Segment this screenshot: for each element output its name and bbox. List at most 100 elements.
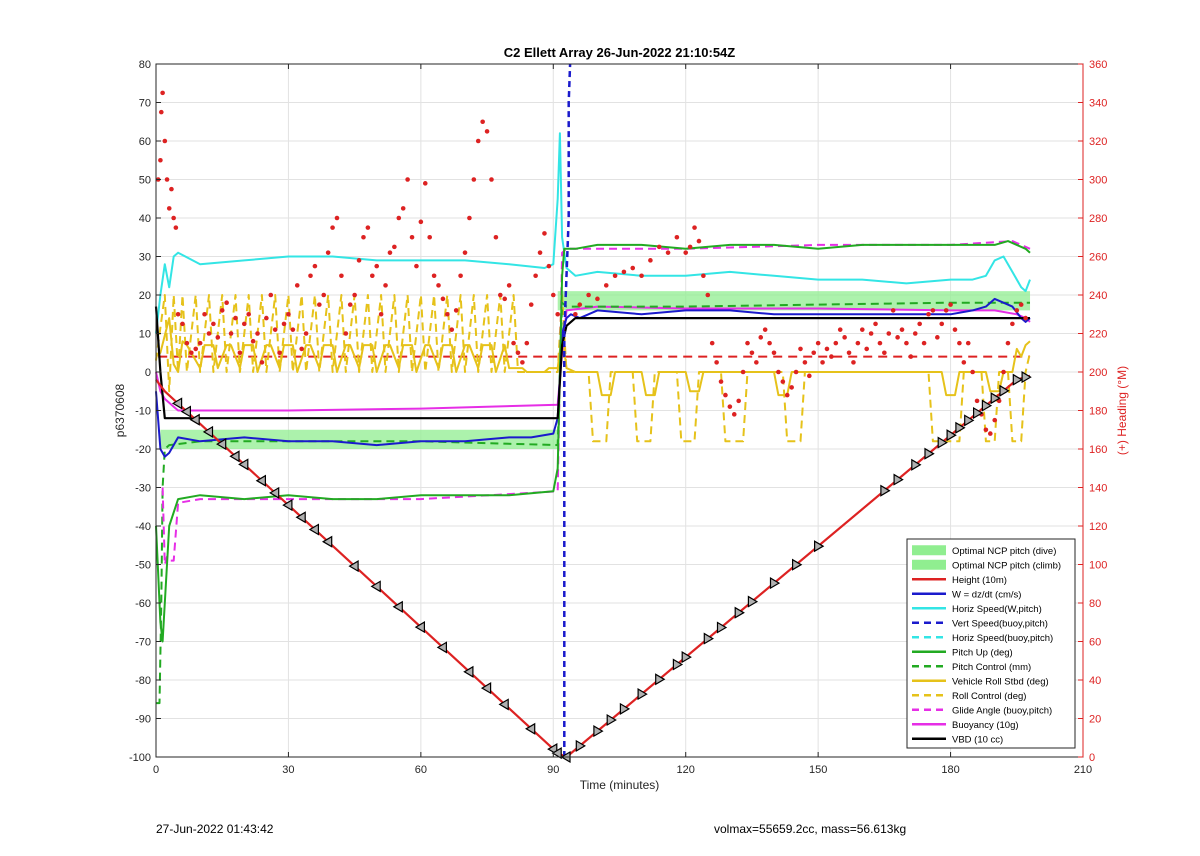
dive-marker: [716, 621, 728, 634]
heading-point: [917, 321, 922, 327]
y-tick-label: -40: [135, 521, 151, 533]
series-roll-control-deg: [155, 294, 1031, 443]
dive-marker: [392, 600, 403, 613]
heading-point: [718, 379, 724, 384]
y-tick-label: 0: [145, 367, 151, 379]
heading-point: [189, 350, 194, 356]
dive-marker: [282, 499, 293, 512]
heading-point: [846, 350, 852, 356]
dive-marker: [238, 458, 249, 471]
y2-tick-label: 60: [1089, 637, 1101, 649]
heading-point: [912, 331, 918, 336]
heading-point: [811, 350, 817, 356]
x-tick-label: 180: [941, 764, 959, 776]
heading-point: [272, 327, 278, 332]
heading-point: [502, 296, 508, 302]
heading-point: [396, 215, 402, 221]
heading-point: [347, 302, 353, 307]
dive-marker: [964, 414, 975, 427]
heading-point: [586, 292, 591, 298]
legend-label: VBD (10 cc): [952, 734, 1003, 745]
legend-swatch: [912, 559, 946, 570]
heading-point: [970, 369, 975, 375]
heading-point: [842, 335, 847, 340]
y-tick-label: -50: [135, 560, 151, 572]
heading-point: [692, 225, 697, 230]
heading-point: [603, 283, 609, 288]
legend-label: Optimal NCP pitch (climb): [952, 560, 1061, 571]
heading-point: [952, 327, 958, 332]
heading-point: [935, 335, 940, 340]
heading-point: [1010, 321, 1015, 327]
y-axis-label: p6370608: [113, 383, 127, 437]
heading-point: [175, 311, 181, 317]
heading-point: [506, 283, 512, 288]
heading-point: [1005, 340, 1011, 346]
heading-point: [974, 398, 980, 404]
heading-point: [343, 331, 349, 336]
heading-point: [480, 119, 485, 125]
heading-point: [855, 340, 861, 346]
heading-point: [749, 350, 755, 356]
y2-tick-label: 160: [1089, 444, 1107, 456]
heading-point: [352, 292, 357, 298]
heading-point: [294, 283, 300, 288]
heading-point: [511, 340, 516, 346]
y2-tick-label: 20: [1089, 714, 1101, 726]
y2-tick-label: 0: [1089, 752, 1095, 764]
dive-marker: [893, 473, 904, 486]
heading-point: [467, 215, 472, 221]
chart-title: C2 Ellett Array 26-Jun-2022 21:10:54Z: [504, 45, 736, 60]
dive-marker: [229, 450, 240, 463]
heading-point: [409, 234, 415, 240]
y2-tick-label: 300: [1089, 175, 1107, 187]
dive-marker: [216, 438, 227, 451]
dive-marker: [171, 397, 183, 410]
heading-point: [356, 258, 362, 263]
heading-point: [807, 373, 812, 379]
heading-point: [299, 346, 304, 352]
heading-point: [173, 225, 179, 230]
heading-point: [859, 327, 865, 332]
heading-point: [802, 360, 808, 365]
y2-tick-label: 200: [1089, 367, 1107, 379]
heading-point: [246, 311, 251, 317]
heading-point: [837, 327, 843, 332]
heading-point: [767, 340, 772, 346]
heading-point: [957, 340, 962, 346]
y-tick-label: -80: [135, 675, 151, 687]
heading-point: [687, 244, 693, 250]
dive-marker: [972, 406, 984, 420]
heading-point: [400, 206, 406, 211]
heading-point: [740, 369, 746, 375]
heading-point: [758, 335, 764, 340]
heading-point: [988, 431, 993, 436]
dive-marker: [436, 641, 447, 654]
heading-point: [237, 350, 243, 356]
heading-point: [484, 129, 490, 134]
heading-point: [264, 315, 269, 321]
heading-point: [882, 350, 887, 356]
dive-marker: [269, 486, 280, 499]
heading-point: [612, 273, 618, 279]
y-tick-label: -10: [135, 406, 151, 418]
heading-point: [169, 186, 174, 192]
heading-point: [277, 350, 282, 356]
heading-point: [723, 392, 728, 398]
heading-point: [317, 302, 322, 307]
heading-point: [339, 273, 344, 279]
dive-marker: [189, 413, 200, 426]
heading-point: [537, 250, 543, 255]
dive-marker: [672, 658, 684, 671]
y-tick-label: -90: [135, 714, 151, 726]
heading-point: [164, 177, 170, 182]
heading-point: [520, 360, 525, 365]
dive-marker: [791, 558, 803, 571]
heading-point: [776, 369, 781, 375]
dive-marker: [463, 665, 474, 678]
dive-marker: [1021, 371, 1032, 384]
dive-marker: [937, 436, 948, 449]
legend-label: Pitch Up (deg): [952, 647, 1013, 658]
heading-point: [370, 273, 375, 279]
